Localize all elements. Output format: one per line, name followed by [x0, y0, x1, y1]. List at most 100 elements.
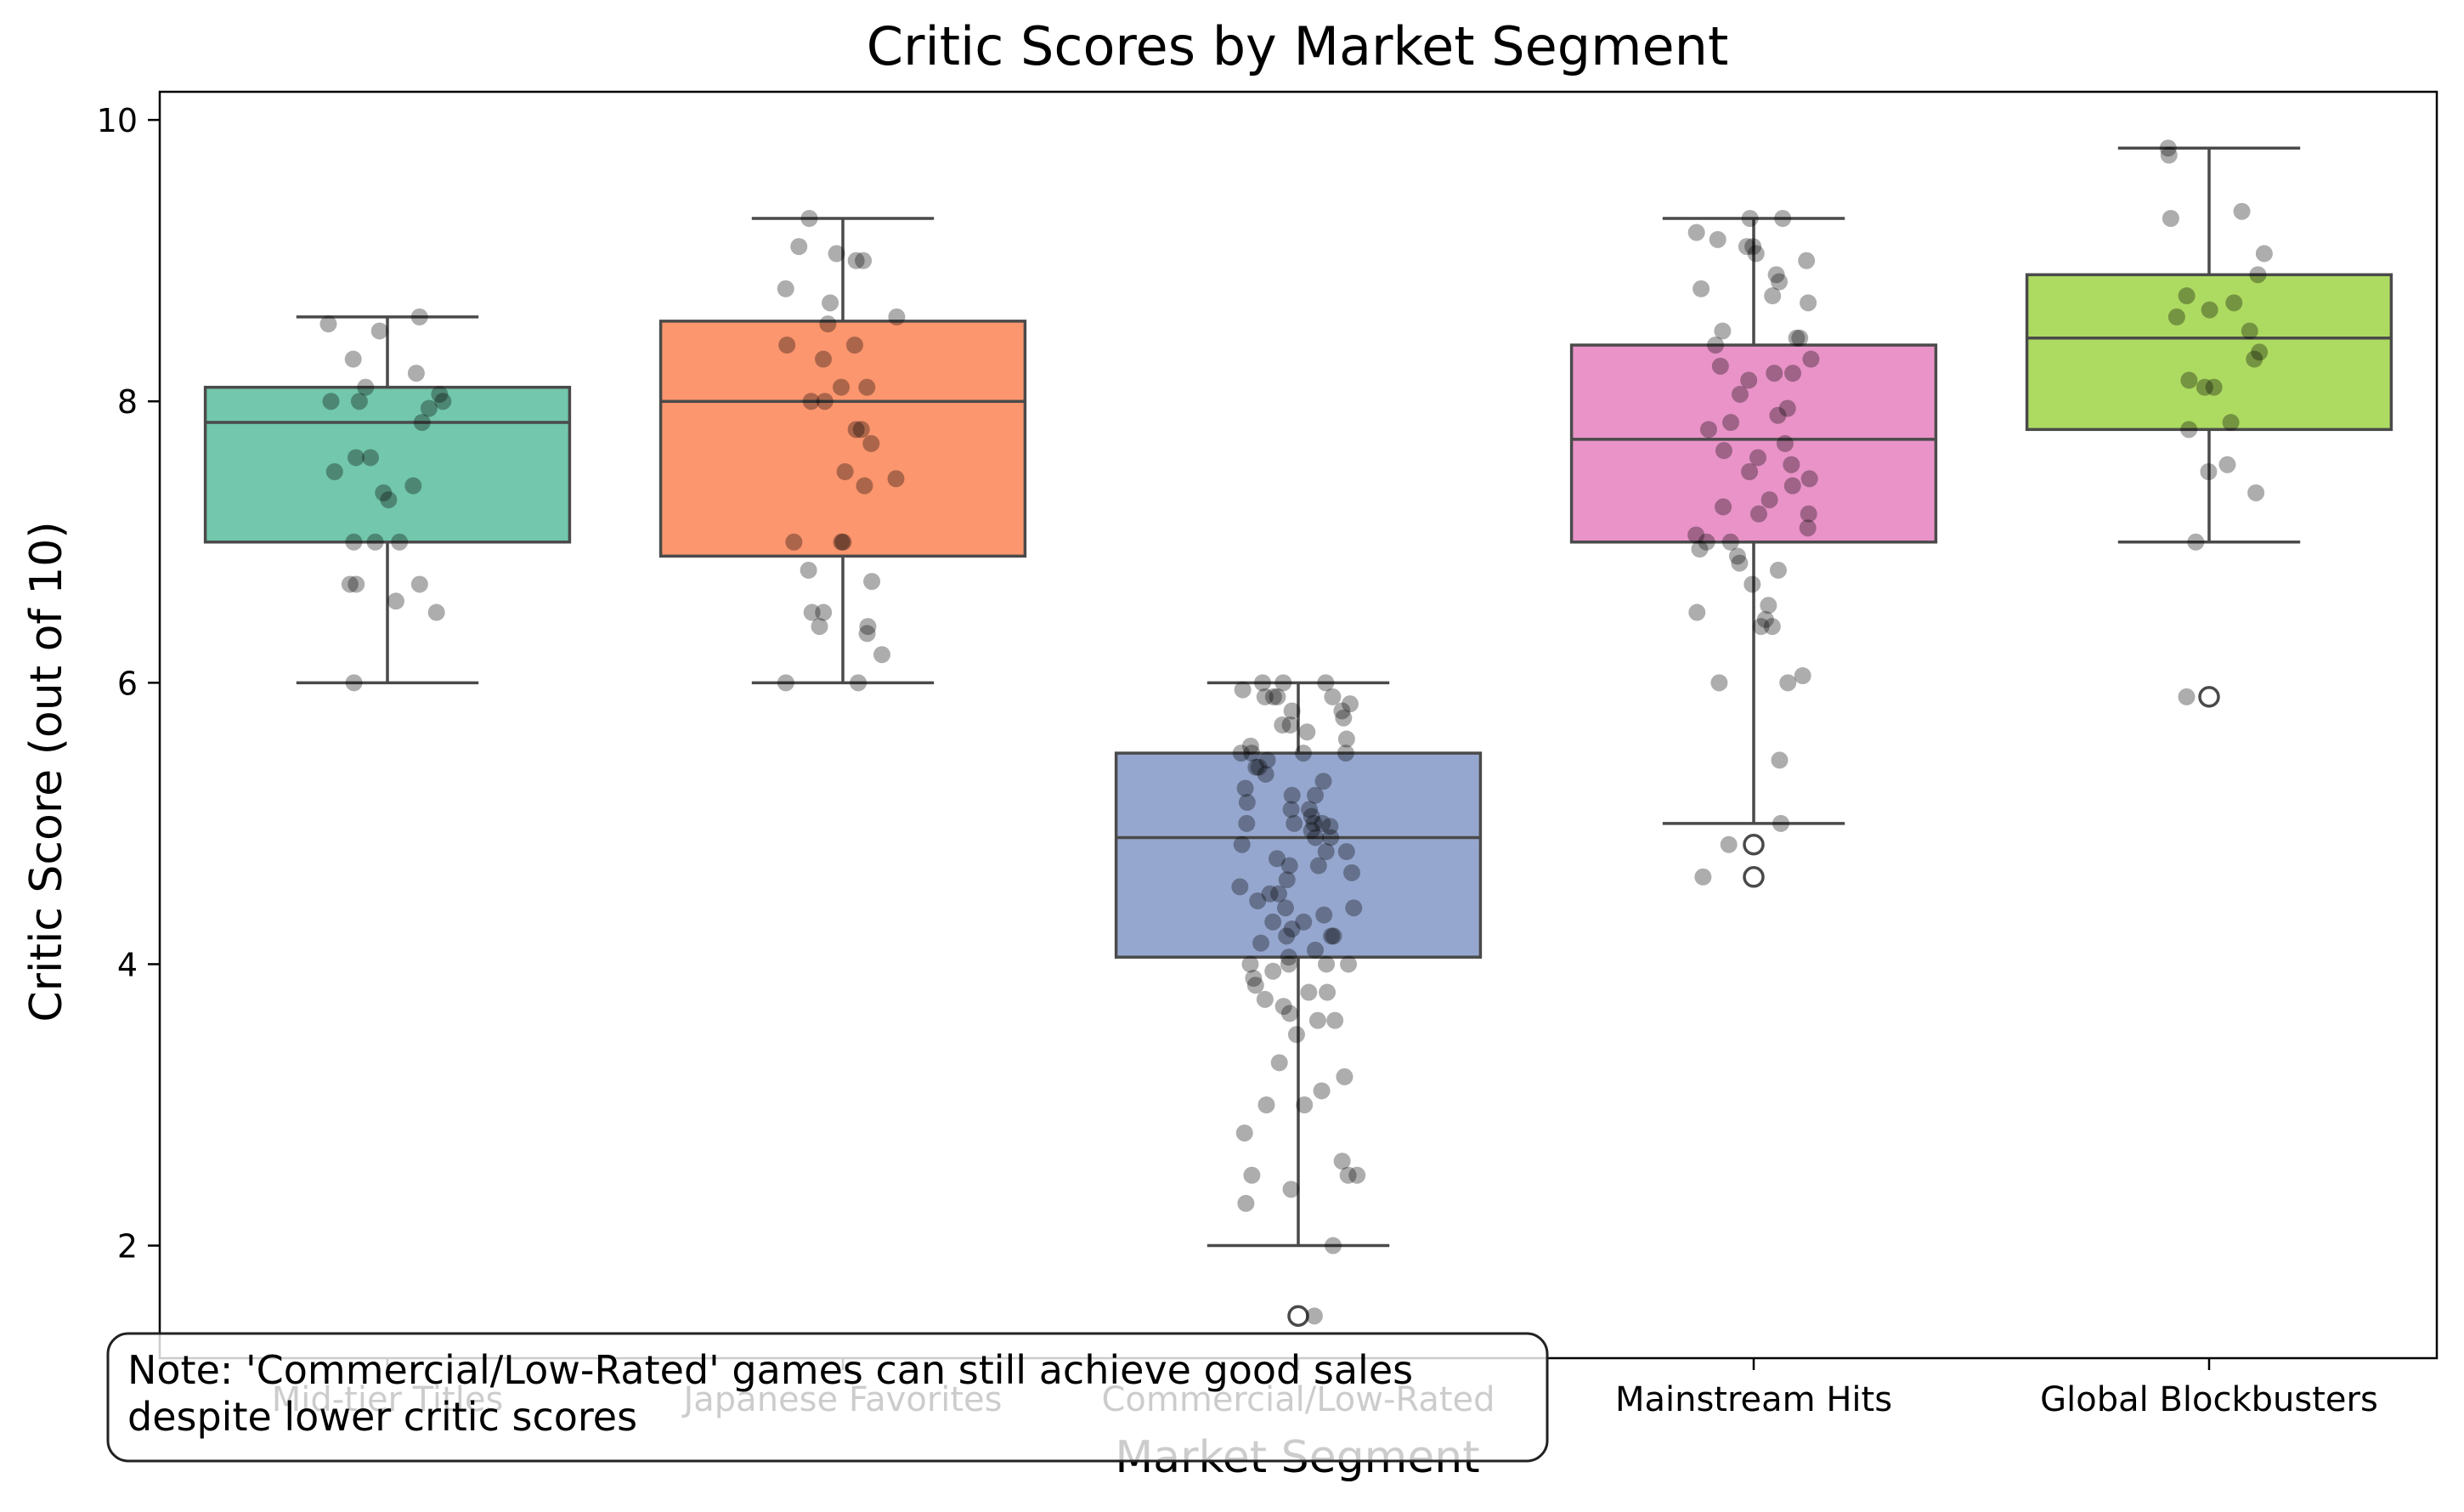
data-point [1776, 434, 1794, 452]
data-point [1241, 737, 1259, 755]
data-point [1278, 927, 1296, 945]
data-point [1744, 238, 1762, 256]
data-point [1269, 885, 1287, 903]
box [1569, 343, 1938, 544]
data-point [1715, 498, 1732, 516]
box-group-3 [1114, 681, 1483, 1328]
data-point [1276, 899, 1294, 917]
data-point [407, 365, 425, 382]
data-point [1305, 1307, 1323, 1325]
data-point [1236, 779, 1254, 797]
note-line-1: Note: 'Commercial/Low-Rated' games can s… [127, 1347, 1413, 1393]
data-point [404, 477, 422, 495]
data-point [833, 533, 851, 551]
data-point [1283, 786, 1301, 804]
data-point [1274, 998, 1292, 1016]
data-point [822, 294, 839, 312]
data-point [852, 421, 870, 439]
data-point [345, 533, 363, 551]
data-point [856, 477, 873, 495]
note-annotation: Note: 'Commercial/Low-Rated' games can s… [106, 1332, 1549, 1463]
data-point [2160, 146, 2178, 164]
data-point [1771, 751, 1789, 769]
data-point [1282, 1181, 1300, 1198]
data-point [815, 603, 833, 621]
data-point [2178, 688, 2196, 705]
data-point [1321, 818, 1339, 835]
outlier-point [1743, 866, 1765, 888]
data-point [350, 393, 368, 411]
data-point [357, 378, 375, 396]
data-point [1772, 814, 1789, 832]
data-point [1261, 885, 1279, 903]
data-point [1767, 266, 1785, 284]
data-point [2249, 266, 2267, 284]
data-point [1740, 371, 1758, 389]
data-point [1249, 892, 1267, 909]
data-point [1237, 1194, 1255, 1212]
note-box-background [106, 1332, 1549, 1463]
data-point [1756, 610, 1774, 628]
data-point [1256, 688, 1274, 705]
data-point [862, 434, 880, 452]
data-point [1337, 745, 1354, 762]
data-point [2167, 308, 2185, 326]
data-point [811, 618, 828, 636]
box [2025, 273, 2393, 432]
data-point [2178, 287, 2196, 305]
data-point [1738, 238, 1755, 256]
data-point [816, 393, 834, 411]
data-point [1238, 814, 1256, 832]
data-point [1794, 667, 1811, 685]
data-point [1324, 688, 1342, 705]
data-point [1333, 702, 1351, 720]
data-point [1693, 280, 1710, 297]
strip-group-5 [2159, 139, 2273, 705]
data-point [1324, 1237, 1342, 1254]
data-point [777, 674, 794, 692]
box-group-2 [658, 217, 1027, 685]
data-point [1707, 337, 1725, 354]
data-point [1322, 927, 1340, 945]
data-point [1307, 829, 1325, 847]
data-point [1763, 618, 1781, 636]
data-point [1720, 835, 1738, 853]
data-point [345, 674, 363, 692]
data-point [1270, 1054, 1288, 1072]
data-point [1303, 822, 1320, 840]
data-point [1760, 597, 1777, 614]
data-point [420, 399, 438, 417]
data-point [322, 393, 340, 411]
data-point [410, 308, 428, 326]
data-point [850, 674, 867, 692]
data-point [847, 252, 865, 269]
data-point [834, 533, 852, 551]
data-point [777, 280, 794, 297]
box-group-5 [2025, 146, 2393, 708]
data-point [1283, 702, 1301, 720]
data-point [1326, 1011, 1344, 1029]
data-point [1245, 970, 1263, 987]
data-point [1257, 1096, 1275, 1113]
y-tick-label: 2 [117, 1228, 138, 1266]
data-point [1235, 1124, 1253, 1142]
data-point [1715, 442, 1732, 460]
data-point [2251, 343, 2269, 361]
data-point [1246, 977, 1264, 994]
data-point [362, 449, 380, 467]
data-point [1280, 955, 1297, 973]
x-tick-label: Global Blockbusters [2040, 1380, 2378, 1419]
note-line-2: despite lower critic scores [127, 1394, 637, 1440]
data-point [1743, 575, 1761, 593]
data-point [1691, 541, 1709, 558]
data-point [815, 350, 833, 368]
data-point [1774, 210, 1792, 227]
data-point [387, 592, 404, 610]
data-point [2162, 210, 2179, 227]
data-point [1687, 224, 1705, 241]
data-point [391, 533, 409, 551]
data-point [1741, 210, 1759, 227]
data-point [1325, 927, 1342, 945]
strip-group-3 [1231, 674, 1366, 1325]
data-point [1336, 1067, 1354, 1085]
